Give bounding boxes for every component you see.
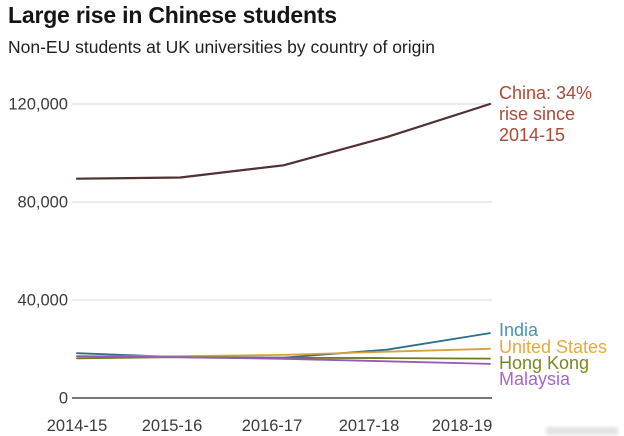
china-annotation-line: rise since	[499, 104, 576, 124]
series-line-india	[76, 332, 491, 359]
y-tick-label: 120,000	[8, 96, 68, 114]
y-tick-label: 40,000	[18, 292, 68, 310]
x-tick-label: 2017-18	[339, 417, 400, 435]
chart-title: Large rise in Chinese students	[8, 2, 337, 28]
series-line-china	[75, 102, 492, 180]
watermark	[546, 427, 618, 435]
y-tick-label: 80,000	[18, 194, 68, 212]
y-tick-label: 0	[59, 390, 68, 408]
series-label-hong-kong: Hong Kong	[499, 353, 590, 373]
china-annotation-line: 2014-15	[499, 125, 566, 145]
chart-subtitle: Non-EU students at UK universities by co…	[8, 37, 435, 57]
china-annotation-line: China: 34%	[499, 83, 593, 103]
x-tick-label: 2016-17	[242, 417, 303, 435]
china-annotation: China: 34% rise since 2014-15	[499, 83, 592, 146]
series-line-malaysia	[76, 355, 491, 365]
series-label-united-states: United States	[499, 337, 608, 357]
x-tick-label: 2014-15	[47, 417, 108, 435]
series-label-malaysia: Malaysia	[499, 369, 571, 389]
x-tick-label: 2015-16	[142, 417, 203, 435]
x-tick-label: 2018-19	[432, 417, 493, 435]
series-label-india: India	[499, 320, 539, 340]
